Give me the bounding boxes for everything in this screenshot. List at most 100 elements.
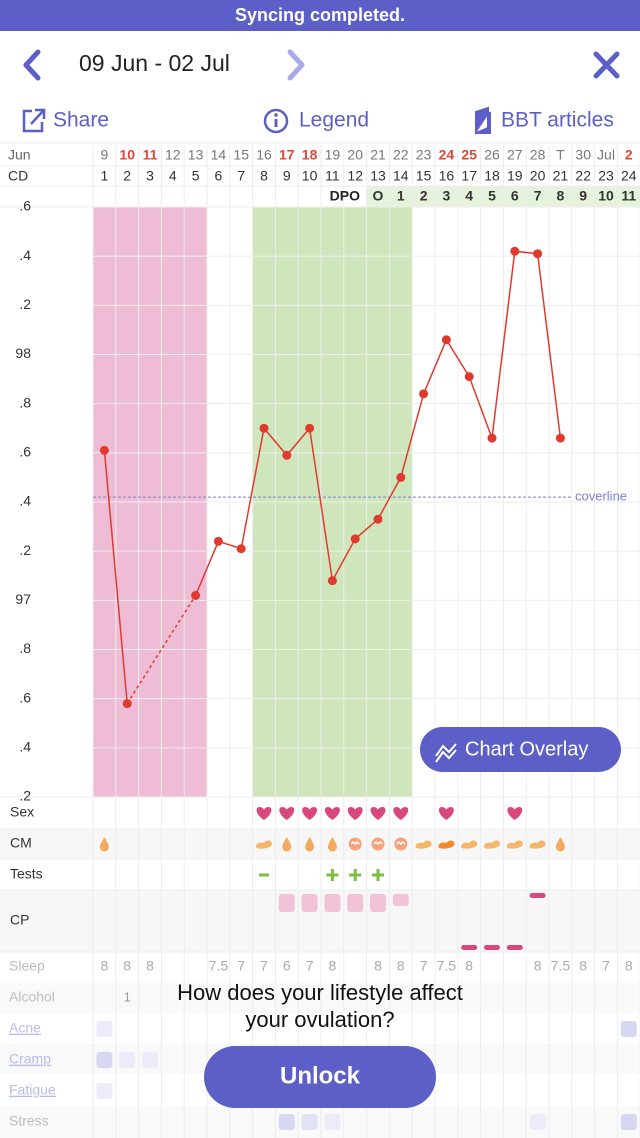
- close-button[interactable]: [593, 51, 620, 79]
- dpo-label: DPO: [330, 188, 360, 204]
- articles-button[interactable]: BBT articles: [501, 109, 614, 132]
- lifestyle-icon: [278, 1114, 295, 1130]
- temperature-point: [396, 472, 406, 482]
- sleep-value: 7: [260, 958, 268, 974]
- sleep-value: 7: [306, 958, 314, 974]
- row-label: CP: [10, 912, 29, 928]
- lifestyle-icon: [620, 1021, 637, 1037]
- temperature-point: [259, 423, 269, 433]
- cd-label: CD: [8, 168, 28, 184]
- dpo-value: 7: [534, 188, 542, 204]
- legend-icon[interactable]: [263, 108, 289, 134]
- paywall-text: your ovulation?: [245, 1007, 394, 1032]
- sleep-value: 7.5: [437, 958, 457, 974]
- share-icon[interactable]: [22, 108, 46, 133]
- sex-icon: [393, 807, 409, 820]
- cd-value: 11: [325, 168, 340, 184]
- sleep-value: 8: [625, 958, 633, 974]
- cd-value: 4: [169, 168, 177, 184]
- lifestyle-icon: [119, 1052, 136, 1068]
- date-label: 12: [165, 147, 181, 163]
- cd-value: 1: [101, 168, 109, 184]
- cd-value: 23: [598, 168, 614, 184]
- sex-icon: [347, 807, 363, 820]
- lifestyle-icon: [96, 1083, 113, 1099]
- cd-value: 18: [484, 168, 500, 184]
- cp-icon: [529, 893, 546, 898]
- sex-icon: [279, 807, 295, 820]
- y-tick-label: .6: [19, 689, 31, 705]
- cm-icon: [396, 840, 406, 846]
- dpo-value: 4: [465, 188, 473, 204]
- cm-icon: [350, 840, 360, 846]
- temperature-point: [464, 372, 474, 382]
- cd-value: 16: [439, 168, 455, 184]
- cm-icon: [461, 840, 478, 849]
- chart-overlay-button[interactable]: [420, 727, 621, 772]
- dpo-value: 1: [397, 188, 405, 204]
- sleep-value: 8: [397, 958, 405, 974]
- cd-value: 17: [461, 168, 477, 184]
- cd-value: 8: [260, 168, 268, 184]
- sleep-value: 7: [237, 958, 245, 974]
- cp-icon: [324, 894, 341, 912]
- date-label: 24: [439, 147, 455, 163]
- y-tick-label: .8: [19, 640, 31, 656]
- cm-icon: [555, 837, 565, 852]
- cm-icon: [415, 840, 432, 849]
- banner-text: Syncing completed.: [235, 5, 405, 25]
- temperature-point: [99, 445, 109, 455]
- date-range: 09 Jun - 02 Jul: [79, 50, 230, 76]
- cd-value: 3: [146, 168, 154, 184]
- test-icon: [349, 869, 362, 881]
- temperature-point: [350, 534, 360, 544]
- date-label: 23: [416, 147, 432, 163]
- temperature-point: [191, 590, 201, 600]
- date-label: 11: [143, 147, 158, 163]
- row-label: Tests: [10, 866, 43, 882]
- cm-icon: [327, 837, 337, 852]
- share-button[interactable]: Share: [53, 109, 109, 132]
- dpo-value: 3: [443, 188, 451, 204]
- next-button[interactable]: [287, 49, 305, 81]
- lifestyle-icon: [142, 1052, 158, 1068]
- date-label: 25: [461, 147, 477, 163]
- cd-value: 6: [215, 168, 223, 184]
- temperature-point: [533, 249, 543, 259]
- cd-value: 24: [621, 168, 637, 184]
- unlock-label[interactable]: Unlock: [280, 1062, 361, 1089]
- sleep-value: 7.5: [209, 958, 229, 974]
- cd-value: 9: [283, 168, 291, 184]
- cm-icon: [305, 837, 315, 852]
- sleep-value: 8: [123, 958, 131, 974]
- lifestyle-icon: [324, 1114, 341, 1130]
- lifestyle-icon: [301, 1114, 318, 1130]
- date-label: Jul: [597, 147, 615, 163]
- sleep-value: 8: [534, 958, 542, 974]
- sleep-value: 8: [465, 958, 473, 974]
- cd-value: 14: [393, 168, 409, 184]
- lifestyle-icon: [529, 1114, 546, 1130]
- chart-overlay-label[interactable]: Chart Overlay: [465, 738, 588, 760]
- articles-icon[interactable]: [475, 106, 491, 135]
- unlock-button[interactable]: [204, 1046, 436, 1108]
- cm-icon: [256, 840, 272, 849]
- cp-icon: [301, 894, 318, 912]
- cd-value: 13: [370, 168, 386, 184]
- coverline-label: coverline: [575, 489, 627, 504]
- temperature-point: [373, 514, 383, 524]
- date-label: 22: [393, 147, 409, 163]
- dpo-value: 5: [488, 188, 496, 204]
- legend-button[interactable]: Legend: [299, 109, 369, 132]
- cd-value: 12: [347, 168, 363, 184]
- date-label: 2: [625, 147, 633, 163]
- cp-icon: [461, 945, 478, 950]
- sex-icon: [370, 807, 386, 820]
- cd-value: 15: [416, 168, 432, 184]
- prev-button[interactable]: [23, 49, 41, 81]
- temperature-point: [305, 423, 315, 433]
- dpo-value: 10: [598, 188, 614, 204]
- cm-icon: [99, 837, 109, 852]
- lifestyle-label: Fatigue: [9, 1082, 56, 1098]
